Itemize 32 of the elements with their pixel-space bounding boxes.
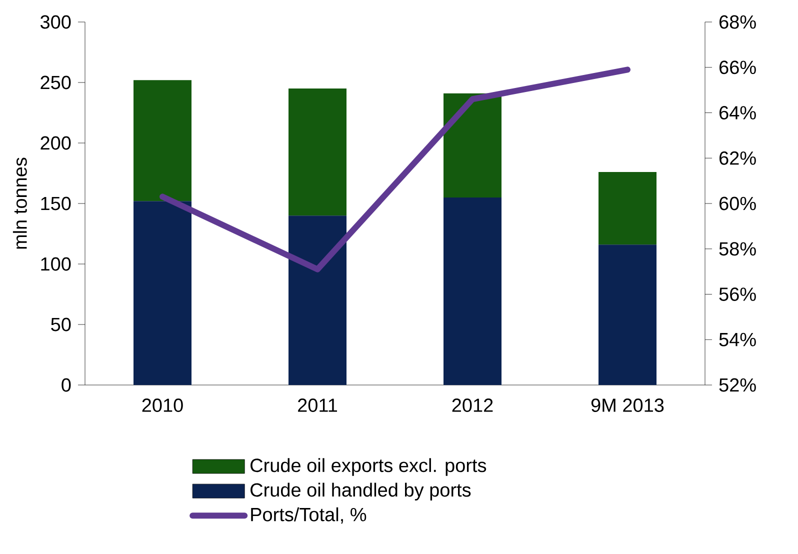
y-tick-label: 100 [41, 257, 71, 271]
x-tick-label: 2010 [142, 398, 183, 412]
y2-tick-label: 58% [719, 242, 756, 256]
bar [134, 80, 192, 202]
x-tick-label: 2012 [452, 398, 493, 412]
bar [288, 216, 346, 385]
x-tick-label: 2011 [298, 398, 337, 412]
legend-label: Ports/Total, % [251, 507, 366, 524]
y2-tick-label: 60% [720, 196, 756, 210]
bar [134, 201, 192, 385]
y-tick-label: 0 [62, 378, 71, 392]
bar [598, 244, 657, 385]
y2-tick-label: 64% [720, 106, 756, 120]
y-tick-label: 200 [40, 136, 71, 150]
y2-tick-label: 68% [720, 15, 756, 29]
y-tick-label: 150 [41, 196, 71, 210]
y2-tick-label: 66% [720, 60, 756, 74]
bar [598, 172, 657, 245]
bar [444, 197, 502, 385]
legend-label: Crude oil handled by ports [250, 482, 471, 500]
bar [444, 93, 502, 198]
y2-tick-label: 56% [719, 288, 756, 301]
y2-tick-label: 62% [720, 151, 756, 165]
legend-label: Crude oil exports excl. ports [250, 458, 486, 476]
y2-tick-label: 54% [719, 332, 756, 346]
y-axis-title: mln tonnes [12, 158, 27, 249]
y-tick-label: 300 [40, 15, 71, 29]
x-tick-label: 9M 2013 [591, 398, 664, 412]
y-tick-label: 250 [40, 76, 71, 90]
bar [288, 88, 346, 216]
y2-tick-label: 52% [719, 378, 756, 392]
y-tick-label: 50 [51, 318, 71, 332]
